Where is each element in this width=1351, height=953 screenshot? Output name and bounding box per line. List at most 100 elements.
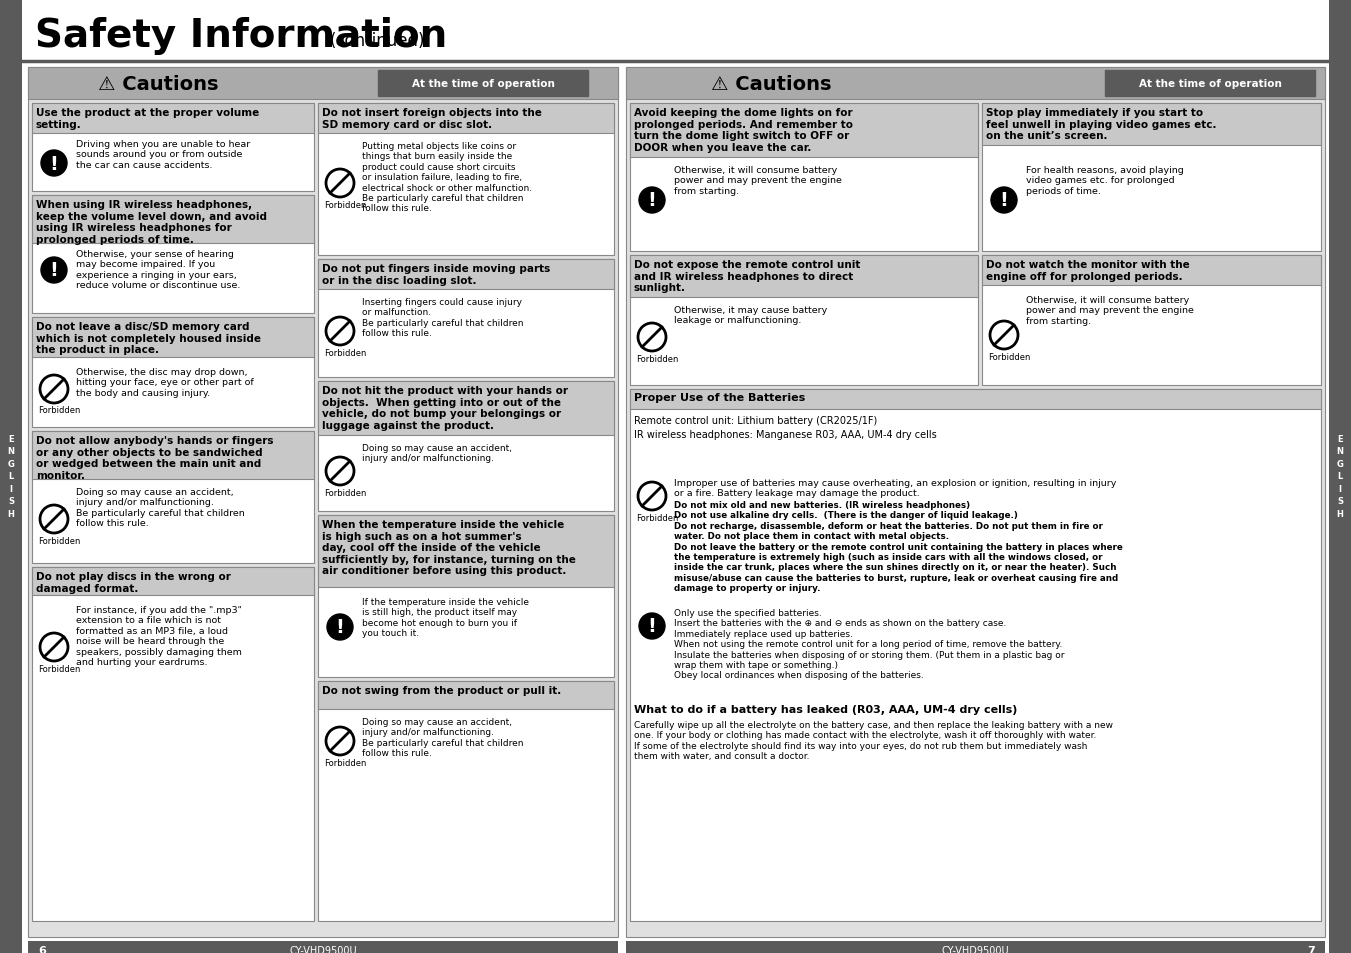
Text: !: ! [647, 617, 657, 636]
Circle shape [41, 505, 68, 534]
Circle shape [327, 615, 353, 640]
Text: Carefully wipe up all the electrolyte on the battery case, and then replace the : Carefully wipe up all the electrolyte on… [634, 720, 1113, 760]
Text: Stop play immediately if you start to
feel unwell in playing video games etc.
on: Stop play immediately if you start to fe… [986, 108, 1216, 141]
Text: Improper use of batteries may cause overheating, an explosion or ignition, resul: Improper use of batteries may cause over… [674, 478, 1116, 497]
Text: Otherwise, the disc may drop down,
hitting your face, eye or other part of
the b: Otherwise, the disc may drop down, hitti… [76, 368, 254, 397]
Bar [630, 255, 978, 297]
Bar [626, 68, 1325, 100]
Text: ⚠ Cautions: ⚠ Cautions [97, 74, 219, 93]
Text: !: ! [50, 261, 58, 280]
Circle shape [990, 322, 1019, 350]
Bar [626, 941, 1325, 953]
Text: Do not hit the product with your hands or
objects.  When getting into or out of : Do not hit the product with your hands o… [322, 386, 567, 431]
Circle shape [992, 188, 1017, 213]
Bar [0, 0, 22, 953]
Bar [982, 104, 1321, 146]
Text: When using IR wireless headphones,
keep the volume level down, and avoid
using I: When using IR wireless headphones, keep … [36, 200, 267, 245]
Bar [1105, 71, 1315, 97]
Bar [32, 104, 313, 133]
Text: Inserting fingers could cause injury
or malfunction.
Be particularly careful tha: Inserting fingers could cause injury or … [362, 297, 523, 338]
Text: At the time of operation: At the time of operation [1139, 79, 1282, 89]
Bar [317, 260, 613, 377]
Text: Avoid keeping the dome lights on for
prolonged periods. And remember to
turn the: Avoid keeping the dome lights on for pro… [634, 108, 852, 152]
Text: Forbidden: Forbidden [324, 489, 366, 497]
Bar [317, 260, 613, 290]
Circle shape [41, 151, 68, 177]
Text: Do not leave a disc/SD memory card
which is not completely housed inside
the pro: Do not leave a disc/SD memory card which… [36, 322, 261, 355]
Text: E
N
G
L
I
S
H: E N G L I S H [8, 435, 15, 518]
Text: If the temperature inside the vehicle
is still high, the product itself may
beco: If the temperature inside the vehicle is… [362, 598, 530, 638]
Bar [32, 195, 313, 314]
Text: !: ! [1000, 192, 1008, 211]
Bar [317, 381, 613, 436]
Text: 6: 6 [38, 945, 46, 953]
Circle shape [639, 614, 665, 639]
Bar [626, 68, 1325, 937]
Circle shape [326, 170, 354, 198]
Text: Doing so may cause an accident,
injury and/or malfunctioning.
Be particularly ca: Doing so may cause an accident, injury a… [76, 488, 245, 528]
Text: Forbidden: Forbidden [324, 201, 366, 210]
Text: Do not swing from the product or pull it.: Do not swing from the product or pull it… [322, 685, 561, 696]
Text: What to do if a battery has leaked (R03, AAA, UM-4 dry cells): What to do if a battery has leaked (R03,… [634, 704, 1017, 714]
Text: Safety Information: Safety Information [35, 17, 447, 55]
Text: ⚠ Cautions: ⚠ Cautions [711, 74, 831, 93]
Bar [317, 516, 613, 587]
Text: Remote control unit: Lithium battery (CR2025/1F): Remote control unit: Lithium battery (CR… [634, 416, 877, 426]
Bar [630, 255, 978, 386]
Text: Forbidden: Forbidden [636, 514, 678, 522]
Bar [317, 381, 613, 512]
Text: Doing so may cause an accident,
injury and/or malfunctioning.: Doing so may cause an accident, injury a… [362, 443, 512, 463]
Text: At the time of operation: At the time of operation [412, 79, 554, 89]
Bar [32, 432, 313, 479]
Text: Do not insert foreign objects into the
SD memory card or disc slot.: Do not insert foreign objects into the S… [322, 108, 542, 130]
Text: Do not put fingers inside moving parts
or in the disc loading slot.: Do not put fingers inside moving parts o… [322, 264, 550, 285]
Text: Do not allow anybody's hands or fingers
or any other objects to be sandwiched
or: Do not allow anybody's hands or fingers … [36, 436, 273, 480]
Bar [32, 567, 313, 596]
Bar [1329, 0, 1351, 953]
Text: Doing so may cause an accident,
injury and/or malfunctioning.
Be particularly ca: Doing so may cause an accident, injury a… [362, 718, 523, 758]
Bar [317, 516, 613, 678]
Text: Do not watch the monitor with the
engine off for prolonged periods.: Do not watch the monitor with the engine… [986, 260, 1190, 281]
Circle shape [639, 188, 665, 213]
Bar [22, 0, 1329, 60]
Bar [317, 681, 613, 921]
Circle shape [638, 324, 666, 352]
Text: Otherwise, it will consume battery
power and may prevent the engine
from startin: Otherwise, it will consume battery power… [674, 166, 842, 195]
Circle shape [638, 482, 666, 511]
Bar [982, 255, 1321, 286]
Text: Putting metal objects like coins or
things that burn easily inside the
product c: Putting metal objects like coins or thin… [362, 142, 532, 213]
Text: Forbidden: Forbidden [988, 353, 1031, 361]
Bar [32, 317, 313, 357]
Text: Otherwise, it may cause battery
leakage or malfunctioning.: Otherwise, it may cause battery leakage … [674, 306, 827, 325]
Text: Forbidden: Forbidden [38, 664, 80, 673]
Bar [630, 390, 1321, 410]
Text: Do not mix old and new batteries. (IR wireless headphones)
Do not use alkaline d: Do not mix old and new batteries. (IR wi… [674, 500, 1123, 593]
Text: Otherwise, your sense of hearing
may become impaired. If you
experience a ringin: Otherwise, your sense of hearing may bec… [76, 250, 240, 290]
Bar [28, 941, 617, 953]
Text: !: ! [50, 154, 58, 173]
Bar [28, 68, 617, 937]
Bar [32, 432, 313, 563]
Text: Forbidden: Forbidden [324, 349, 366, 357]
Bar [630, 390, 1321, 921]
Circle shape [326, 317, 354, 346]
Text: CY-VHD9500U: CY-VHD9500U [289, 945, 357, 953]
Text: Forbidden: Forbidden [324, 759, 366, 767]
Bar [982, 255, 1321, 386]
Text: For health reasons, avoid playing
video games etc. for prolonged
periods of time: For health reasons, avoid playing video … [1025, 166, 1183, 195]
Text: When the temperature inside the vehicle
is high such as on a hot summer's
day, c: When the temperature inside the vehicle … [322, 519, 576, 576]
Text: For instance, if you add the ".mp3"
extension to a file which is not
formatted a: For instance, if you add the ".mp3" exte… [76, 605, 242, 666]
Bar [378, 71, 588, 97]
Text: Use the product at the proper volume
setting.: Use the product at the proper volume set… [36, 108, 259, 130]
Text: 7: 7 [1308, 945, 1315, 953]
Text: !: ! [335, 618, 345, 637]
Text: Driving when you are unable to hear
sounds around you or from outside
the car ca: Driving when you are unable to hear soun… [76, 140, 250, 170]
Text: Forbidden: Forbidden [38, 537, 80, 545]
Bar [630, 104, 978, 158]
Text: Only use the specified batteries.
Insert the batteries with the ⊕ and ⊖ ends as : Only use the specified batteries. Insert… [674, 608, 1065, 679]
Text: E
N
G
L
I
S
H: E N G L I S H [1336, 435, 1343, 518]
Bar [32, 104, 313, 192]
Text: (continued): (continued) [330, 32, 426, 50]
Text: Proper Use of the Batteries: Proper Use of the Batteries [634, 393, 805, 402]
Text: Otherwise, it will consume battery
power and may prevent the engine
from startin: Otherwise, it will consume battery power… [1025, 295, 1194, 326]
